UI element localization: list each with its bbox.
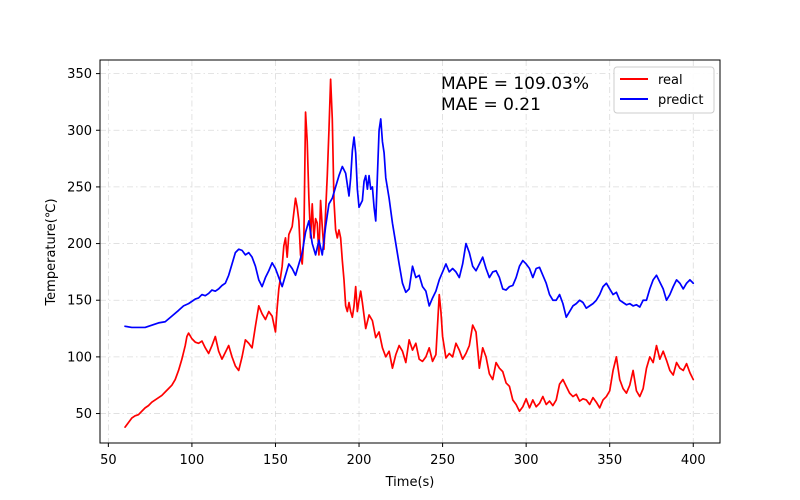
- legend: real predict: [613, 66, 715, 114]
- y-tick-label: 200: [67, 237, 92, 252]
- x-tick-label: 300: [514, 453, 539, 468]
- mape-annotation: MAPE = 109.03%: [441, 74, 589, 94]
- y-tick-label: 150: [67, 294, 92, 309]
- series-line-real: [124, 78, 695, 428]
- x-tick-label: 400: [681, 453, 706, 468]
- x-tick-label: 50: [100, 453, 117, 468]
- tick-labels: 50 100 150 200 250 300 350 400 50 100 150 200 250 300…: [67, 67, 706, 468]
- x-tick-label: 150: [263, 453, 288, 468]
- y-tick-label: 100: [67, 350, 92, 365]
- legend-label-real: real: [658, 73, 683, 88]
- y-tick-label: 250: [67, 180, 92, 195]
- x-tick-label: 100: [179, 453, 204, 468]
- legend-label-predict: predict: [658, 93, 703, 108]
- axis-ticks: [96, 73, 694, 447]
- x-tick-label: 200: [347, 453, 372, 468]
- series-lines: [124, 78, 695, 428]
- x-tick-label: 350: [597, 453, 622, 468]
- x-tick-label: 250: [430, 453, 455, 468]
- series-line-predict: [124, 118, 695, 329]
- plot-frame: [99, 59, 721, 444]
- y-axis-label: Temperature(℃): [44, 198, 59, 306]
- mae-annotation: MAE = 0.21: [441, 95, 541, 115]
- x-axis-label: Time(s): [385, 475, 435, 490]
- grid-lines: [100, 60, 720, 443]
- y-tick-label: 350: [67, 67, 92, 82]
- y-tick-label: 300: [67, 124, 92, 139]
- y-tick-label: 50: [75, 407, 92, 422]
